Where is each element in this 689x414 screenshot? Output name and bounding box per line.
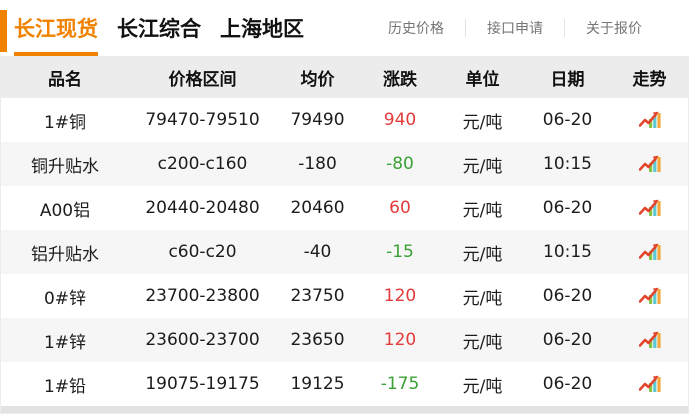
table-body: 1#铜 79470-79510 79490 940 元/吨 06-20 铜升贴水… [0,98,689,406]
date: 10:15 [543,242,592,262]
unit: 元/吨 [462,288,503,309]
product-name: 1#锌 [43,332,87,353]
price-range: 79470-79510 [145,110,260,130]
price-table: 品名 价格区间 均价 涨跌 单位 日期 走势 1#铜 79470-79510 7… [0,56,689,406]
average-price: -40 [303,242,332,262]
unit: 元/吨 [462,332,503,353]
table-row: 0#锌 23700-23800 23750 120 元/吨 06-20 [0,274,689,318]
price-range: 20440-20480 [145,198,260,218]
link-about-quotes[interactable]: 关于报价 [586,21,642,37]
price-change: 120 [383,286,417,306]
table-row: 1#铅 19075-19175 19125 -175 元/吨 06-20 [0,362,689,406]
col-header-change: 涨跌 [383,69,417,90]
price-change: 120 [383,330,417,350]
price-change: -80 [386,154,414,174]
col-header-price-range: 价格区间 [168,69,237,90]
unit: 元/吨 [462,156,503,177]
tab-shanghai-region[interactable]: 上海地区 [220,0,304,56]
product-name: 铜升贴水 [31,156,99,177]
date: 06-20 [542,110,593,130]
product-name: 铝升贴水 [31,244,99,265]
trend-link[interactable] [610,318,689,362]
table-row: 铝升贴水 c60-c20 -40 -15 元/吨 10:15 [0,230,689,274]
link-divider [564,19,565,37]
trend-chart-icon [638,243,661,260]
price-change: 60 [389,198,411,218]
trend-link[interactable] [610,186,689,230]
col-header-unit: 单位 [465,69,500,90]
table-row: 1#铜 79470-79510 79490 940 元/吨 06-20 [0,98,689,142]
unit: 元/吨 [462,376,503,397]
price-change: 940 [383,110,417,130]
tab-group: 长江现货 长江综合 上海地区 [14,0,323,56]
trend-link[interactable] [610,362,689,406]
product-name: A00铝 [39,200,91,221]
tab-changjiang-composite[interactable]: 长江综合 [117,0,201,56]
average-price: 19125 [290,374,345,394]
average-price: 79490 [290,110,345,130]
price-change: -175 [380,374,420,394]
date: 06-20 [542,198,593,218]
trend-link[interactable] [610,142,689,186]
col-header-date: 日期 [550,69,585,90]
table-row: 1#锌 23600-23700 23650 120 元/吨 06-20 [0,318,689,362]
date: 06-20 [542,286,593,306]
date: 06-20 [542,330,593,350]
trend-chart-icon [638,111,661,128]
average-price: 23750 [290,286,345,306]
tab-label: 上海地区 [220,17,304,41]
trend-chart-icon [638,199,661,216]
price-range: 19075-19175 [145,374,260,394]
unit: 元/吨 [462,244,503,265]
product-name: 1#铜 [43,112,87,133]
trend-chart-icon [638,375,661,392]
link-history-price[interactable]: 历史价格 [388,21,444,37]
col-header-product: 品名 [48,69,82,90]
average-price: 20460 [290,198,345,218]
col-header-trend: 走势 [632,69,667,90]
price-range: c60-c20 [168,242,237,262]
price-range: 23700-23800 [145,286,260,306]
trend-link[interactable] [610,98,689,142]
date: 06-20 [542,374,593,394]
unit: 元/吨 [462,112,503,133]
table-row: 铜升贴水 c200-c160 -180 -80 元/吨 10:15 [0,142,689,186]
trend-chart-icon [638,287,661,304]
average-price: -180 [298,154,337,174]
trend-chart-icon [638,331,661,348]
top-navigation-bar: 长江现货 长江综合 上海地区 历史价格 接口申请 关于报价 [0,0,689,56]
tab-changjiang-spot[interactable]: 长江现货 [14,0,98,56]
average-price: 23650 [290,330,345,350]
link-api-application[interactable]: 接口申请 [487,21,543,37]
trend-link[interactable] [610,274,689,318]
tab-label: 长江综合 [117,17,201,41]
unit: 元/吨 [462,200,503,221]
table-row: A00铝 20440-20480 20460 60 元/吨 06-20 [0,186,689,230]
tab-label: 长江现货 [14,17,98,41]
product-name: 0#锌 [43,288,87,309]
table-header-row: 品名 价格区间 均价 涨跌 单位 日期 走势 [0,56,689,98]
bottom-scrollbar-track [0,406,689,414]
trend-link[interactable] [610,230,689,274]
product-name: 1#铅 [43,376,87,397]
left-accent-bar [0,10,7,52]
link-divider [465,19,466,37]
trend-chart-icon [638,155,661,172]
col-header-average: 均价 [300,69,335,90]
utility-links: 历史价格 接口申请 关于报价 [367,0,689,56]
price-range: c200-c160 [157,154,248,174]
price-range: 23600-23700 [145,330,260,350]
price-change: -15 [386,242,414,262]
date: 10:15 [543,154,592,174]
